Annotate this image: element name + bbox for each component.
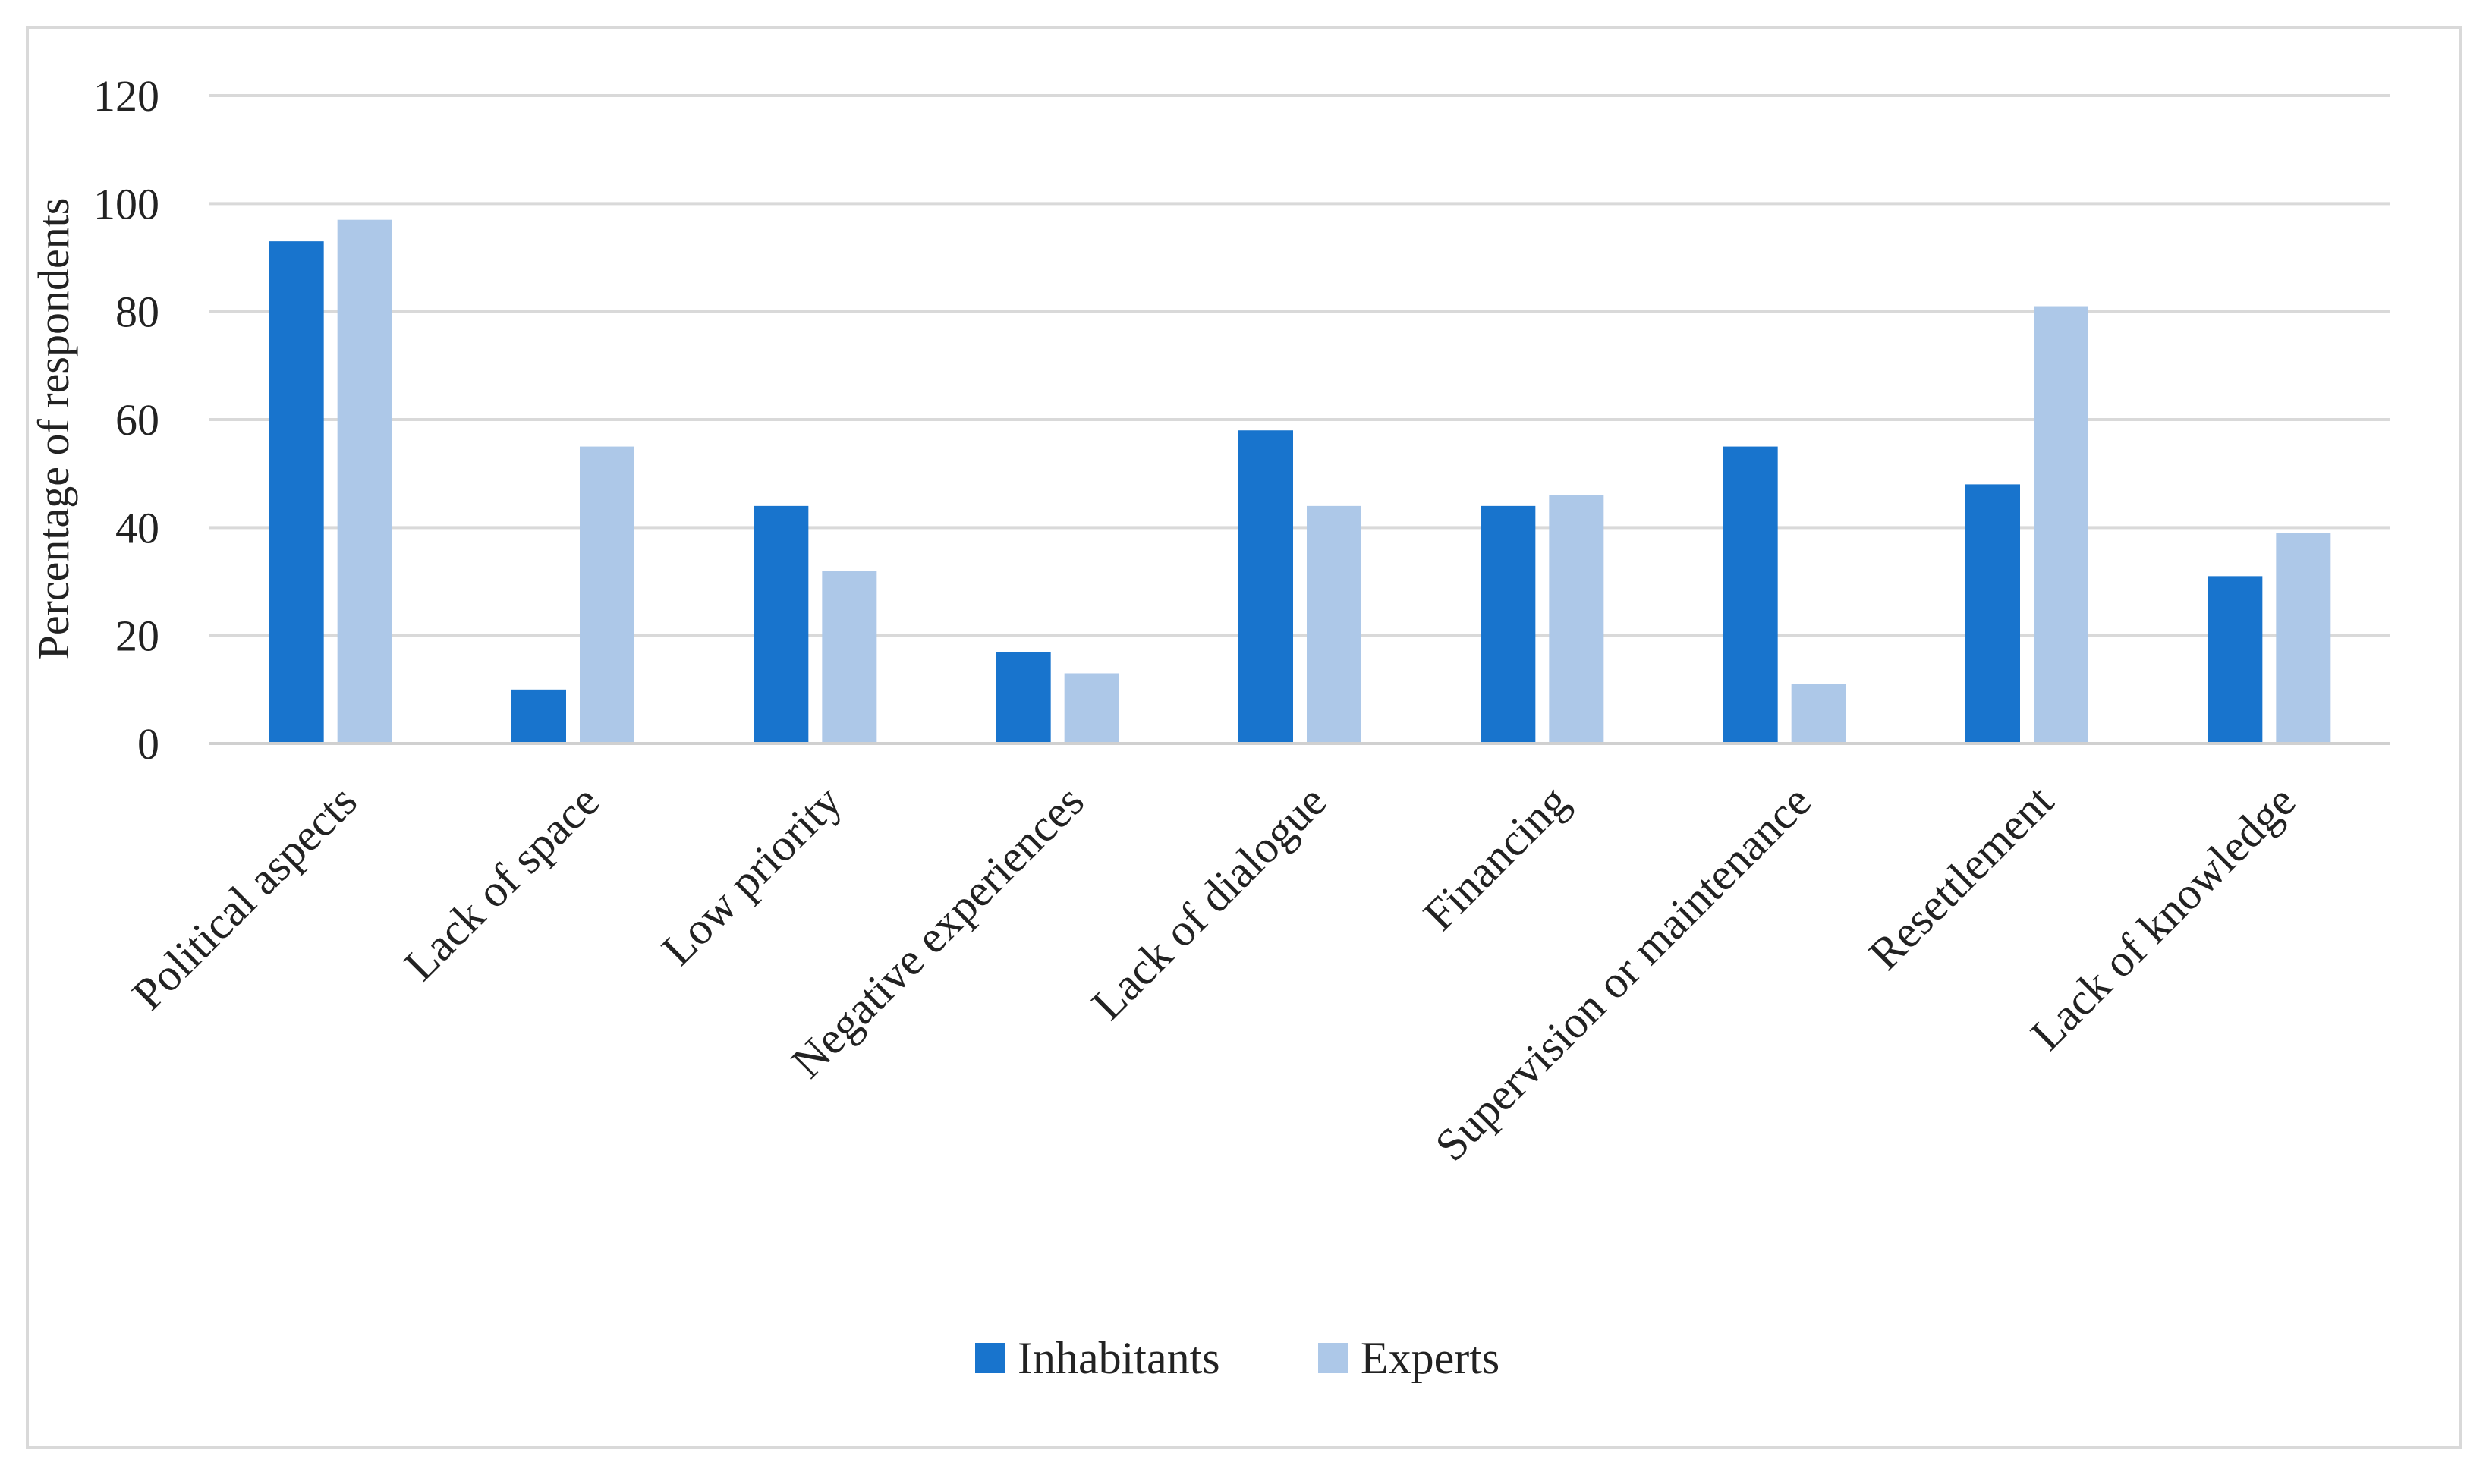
bar-inhabitants-6 <box>1723 446 1778 744</box>
gridlines <box>209 94 2390 637</box>
y-tick-label: 40 <box>115 503 159 552</box>
legend-swatch-experts <box>1318 1343 1348 1373</box>
bar-inhabitants-2 <box>754 505 809 744</box>
bar-inhabitants-5 <box>1481 505 1536 744</box>
legend-label-inhabitants: Inhabitants <box>1018 1333 1220 1383</box>
bar-experts-1 <box>580 446 634 744</box>
y-tick-label: 20 <box>115 612 159 661</box>
bar-experts-3 <box>1064 673 1119 744</box>
y-tick-label: 100 <box>93 179 159 228</box>
bar-inhabitants-8 <box>2208 576 2263 744</box>
y-axis-ticks: 0 20 40 60 80 100 120 <box>93 71 159 769</box>
legend: Inhabitants Experts <box>975 1333 1499 1383</box>
bar-experts-8 <box>2276 533 2331 744</box>
bar-experts-5 <box>1549 495 1604 744</box>
legend-label-experts: Experts <box>1361 1333 1499 1383</box>
y-axis-title: Percentage of respondents <box>29 198 78 660</box>
bar-experts-4 <box>1307 505 1361 744</box>
bar-inhabitants-0 <box>269 241 324 744</box>
legend-swatch-inhabitants <box>975 1343 1005 1373</box>
bar-inhabitants-3 <box>996 652 1051 744</box>
y-tick-label: 60 <box>115 395 159 445</box>
y-tick-label: 120 <box>93 71 159 121</box>
y-tick-label: 80 <box>115 288 159 337</box>
bar-inhabitants-7 <box>1965 484 2020 744</box>
bar-experts-2 <box>822 571 877 744</box>
bars <box>269 219 2331 744</box>
bar-experts-6 <box>1791 684 1846 744</box>
bar-inhabitants-4 <box>1238 430 1293 744</box>
bar-experts-7 <box>2034 306 2088 744</box>
y-tick-label: 0 <box>137 719 159 769</box>
bar-experts-0 <box>337 219 392 744</box>
bar-inhabitants-1 <box>511 689 566 744</box>
